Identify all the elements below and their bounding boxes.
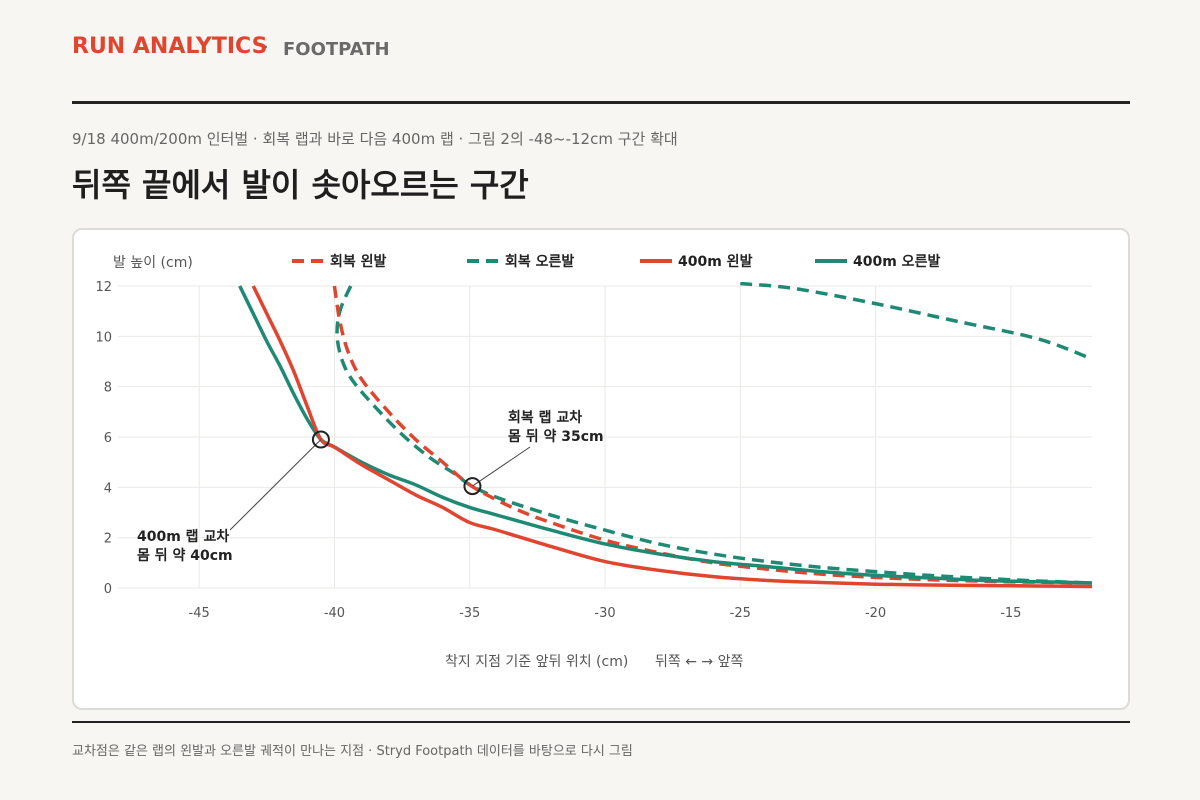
- x-tick-label: -40: [324, 606, 345, 621]
- x-tick-label: -35: [459, 606, 480, 621]
- brand-title: RUN ANALYTICS: [72, 34, 268, 59]
- annotation-leader: [229, 439, 322, 531]
- chart-ticks: 0 2 4 6 8 10 12 -45 -40 -35 -30 -25 -20 -15: [95, 280, 1021, 621]
- chart-series: [238, 282, 1092, 589]
- legend-label: 400m 오른발: [853, 253, 940, 270]
- x-axis-direction: 뒤쪽 ← → 앞쪽: [655, 654, 743, 670]
- x-tick-label: -30: [594, 606, 615, 621]
- bottom-divider: [72, 721, 1130, 723]
- legend-label: 400m 왼발: [678, 253, 753, 270]
- series-line: [332, 285, 1092, 585]
- x-tick-label: -45: [189, 606, 210, 621]
- x-tick-label: -25: [730, 606, 751, 621]
- y-tick-label: 0: [104, 582, 112, 597]
- series-line: [740, 282, 1092, 361]
- legend-label: 회복 오른발: [505, 253, 574, 270]
- annotation-detail: 몸 뒤 약 35cm: [508, 428, 604, 445]
- annotation-detail: 몸 뒤 약 40cm: [137, 547, 233, 564]
- chart-legend: 회복 왼발 회복 오른발 400m 왼발 400m 오른발: [292, 253, 940, 270]
- y-tick-label: 10: [95, 330, 112, 345]
- brand-separator: ·: [263, 37, 269, 58]
- y-tick-label: 12: [95, 280, 112, 295]
- y-axis-label: 발 높이 (cm): [113, 255, 193, 271]
- y-tick-label: 8: [104, 381, 112, 396]
- series-line: [238, 285, 1092, 585]
- page-title: 뒤쪽 끝에서 발이 솟아오르는 구간: [72, 166, 529, 204]
- legend-label: 회복 왼발: [330, 253, 387, 270]
- annotation-title: 400m 랩 교차: [137, 529, 229, 545]
- top-divider: [72, 101, 1130, 104]
- series-line: [335, 285, 1092, 585]
- y-tick-label: 4: [104, 481, 112, 496]
- page-subtitle: 9/18 400m/200m 인터벌 · 회복 랩과 바로 다음 400m 랩 …: [72, 130, 678, 148]
- chart-annotations: 400m 랩 교차몸 뒤 약 40cm 회복 랩 교차몸 뒤 약 35cm: [137, 410, 604, 564]
- chart-card: [72, 228, 1130, 710]
- x-tick-label: -15: [1000, 606, 1021, 621]
- intersection-marker: [311, 430, 330, 449]
- chart-grid: [118, 285, 1092, 589]
- y-tick-label: 6: [104, 431, 112, 446]
- y-tick-label: 2: [104, 532, 112, 547]
- footnote: 교차점은 같은 랩의 왼발과 오른발 궤적이 만나는 지점 · Stryd Fo…: [72, 744, 633, 759]
- annotation-title: 회복 랩 교차: [508, 410, 582, 426]
- intersection-marker: [463, 477, 482, 496]
- x-axis-label: 착지 지점 기준 앞뒤 위치 (cm): [445, 654, 628, 670]
- series-line: [251, 285, 1092, 589]
- annotation-leader: [472, 446, 531, 487]
- x-tick-label: -20: [865, 606, 886, 621]
- section-name: FOOTPATH: [283, 39, 390, 60]
